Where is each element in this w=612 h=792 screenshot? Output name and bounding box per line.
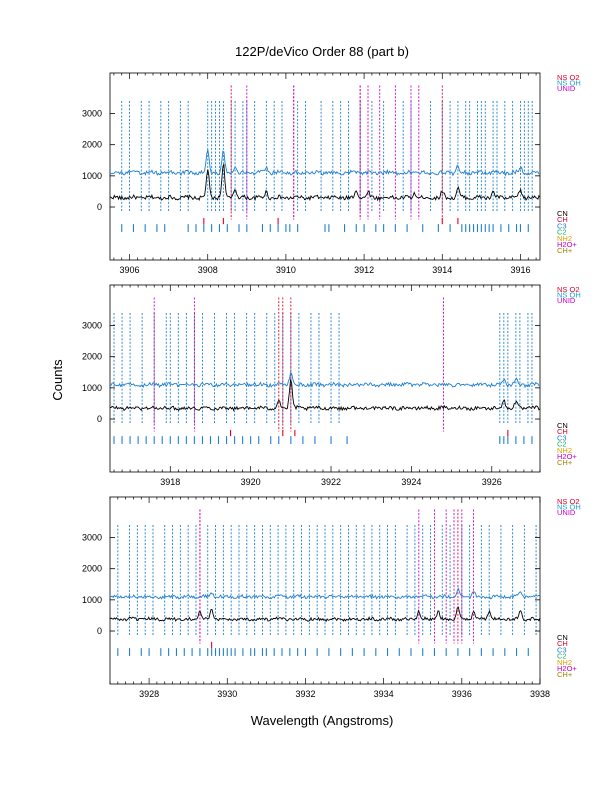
legend-top-entry: UNID [557, 296, 576, 305]
legend-bottom-entry: C3 [557, 433, 567, 442]
legend-bottom-entry: CH [557, 427, 568, 436]
x-tick-label: 3932 [295, 689, 315, 699]
legend-bottom-entry: H2O+ [557, 240, 577, 249]
legend-bottom-entry: C3 [557, 221, 567, 230]
y-tick-label: 1000 [82, 171, 102, 181]
legend-top-entry: UNID [557, 84, 576, 93]
y-tick-label: 1000 [82, 595, 102, 605]
x-tick-label: 3910 [276, 265, 296, 275]
series-line-spectrum [109, 164, 541, 202]
x-tick-label: 3934 [374, 689, 394, 699]
series-line-spectrum [109, 379, 541, 412]
y-tick-label: 0 [97, 626, 102, 636]
legend-bottom-entry: CH [557, 639, 568, 648]
series-line-spectrum-offset [109, 371, 541, 389]
legend-bottom-entry: C3 [557, 645, 567, 654]
legend-bottom-entry: CN [557, 209, 568, 218]
x-axis-label: Wavelength (Angstroms) [251, 713, 394, 728]
x-tick-label: 3924 [401, 477, 421, 487]
series-line-spectrum [109, 606, 541, 623]
series-line-spectrum-offset [109, 149, 541, 177]
x-tick-label: 3926 [482, 477, 502, 487]
x-tick-label: 3906 [120, 265, 140, 275]
panels: 0 1000 2000 3000 3906 3908 3910 3912 3914 3916 NS … [82, 72, 581, 699]
legend-bottom-entry: C2 [557, 652, 567, 661]
legend-bottom-entry: NH2 [557, 658, 572, 667]
x-tick-label: 3914 [432, 265, 452, 275]
legend-bottom-entry: CH+ [557, 670, 573, 679]
x-tick-label: 3936 [452, 689, 472, 699]
legend-bottom-entry: CN [557, 421, 568, 430]
legend-top-entry: NS OH [557, 503, 581, 512]
x-tick-label: 3918 [160, 477, 180, 487]
legend-top-entry: NS O2 [557, 497, 580, 506]
legend-bottom-entry: C2 [557, 440, 567, 449]
legend-top-entry: NS OH [557, 291, 581, 300]
legend-bottom-entry: C2 [557, 228, 567, 237]
plot-frame [109, 284, 541, 473]
plot-frame [109, 496, 541, 685]
y-tick-label: 2000 [82, 564, 102, 574]
y-tick-label: 2000 [82, 140, 102, 150]
y-tick-label: 1000 [82, 383, 102, 393]
x-tick-label: 3930 [217, 689, 237, 699]
legend-bottom-entry: H2O+ [557, 664, 577, 673]
legend-top-entry: NS O2 [557, 73, 580, 82]
x-tick-label: 3922 [321, 477, 341, 487]
legend-bottom-entry: H2O+ [557, 452, 577, 461]
panel-bottom: 0 1000 2000 3000 3928 3930 3932 3934 3936 3938 NS … [82, 496, 581, 699]
chart-title: 122P/deVico Order 88 (part b) [235, 44, 409, 59]
y-tick-label: 3000 [82, 321, 102, 331]
legend-top-entry: UNID [557, 508, 576, 517]
legend-bottom-entry: CH+ [557, 458, 573, 467]
y-tick-label: 2000 [82, 352, 102, 362]
x-tick-label: 3916 [510, 265, 530, 275]
x-tick-label: 3928 [139, 689, 159, 699]
legend-bottom-entry: CH [557, 215, 568, 224]
x-tick-label: 3920 [241, 477, 261, 487]
legend-bottom-entry: CN [557, 633, 568, 642]
panel-top: 0 1000 2000 3000 3906 3908 3910 3912 3914 3916 NS … [82, 72, 581, 275]
y-tick-label: 0 [97, 202, 102, 212]
panel-middle: 0 1000 2000 3000 3918 3920 3922 3924 3926 NS O2NS… [82, 284, 581, 487]
x-tick-label: 3908 [198, 265, 218, 275]
series-line-spectrum-offset [109, 587, 541, 600]
y-axis-label: Counts [50, 359, 65, 401]
y-tick-label: 0 [97, 414, 102, 424]
y-tick-label: 3000 [82, 533, 102, 543]
y-tick-label: 3000 [82, 109, 102, 119]
legend-bottom-entry: CH+ [557, 246, 573, 255]
x-tick-label: 3912 [354, 265, 374, 275]
legend-top-entry: NS OH [557, 79, 581, 88]
legend-bottom-entry: NH2 [557, 446, 572, 455]
legend-top-entry: NS O2 [557, 285, 580, 294]
x-tick-label: 3938 [530, 689, 550, 699]
legend-bottom-entry: NH2 [557, 234, 572, 243]
